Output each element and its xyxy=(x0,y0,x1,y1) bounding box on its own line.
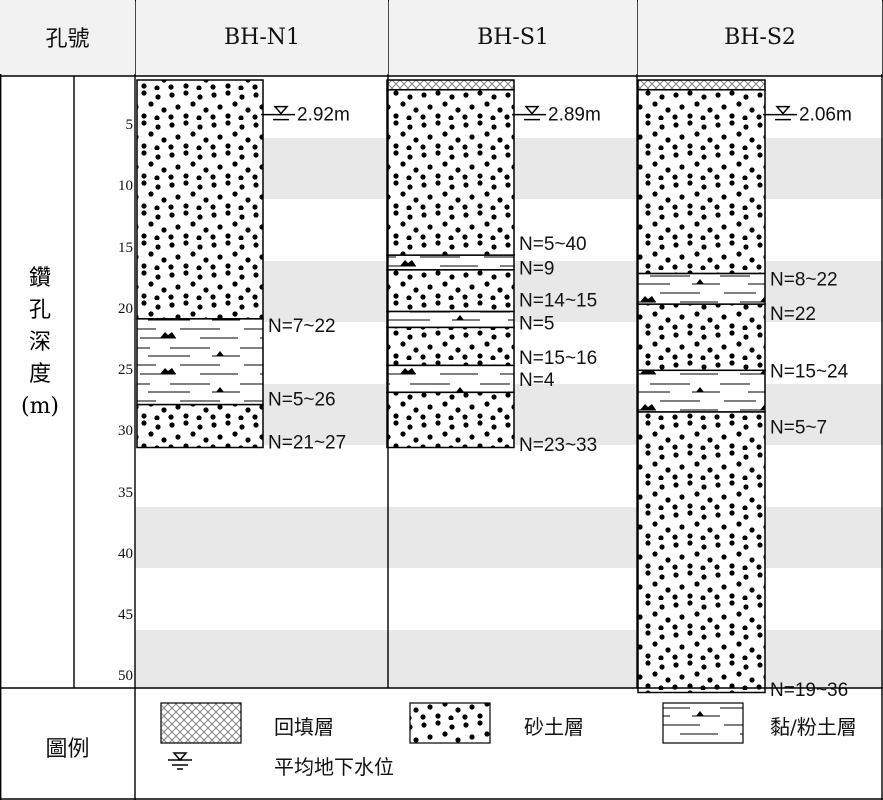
soil-layer-sand xyxy=(637,411,766,694)
depth-tick: 10 xyxy=(118,178,133,194)
water-level-marker: 2.89m xyxy=(512,105,601,126)
spt-n-value-label: N=5~26 xyxy=(268,390,336,411)
water-level-label: 2.89m xyxy=(548,105,601,126)
axis-label-char: 度 xyxy=(28,361,51,387)
legend-clay-swatch xyxy=(662,702,744,744)
spt-n-value-label: N=19~36 xyxy=(770,680,848,701)
soil-layer-clay xyxy=(637,272,766,305)
borehole-column-3: 2.06m N=8~22 N=22 N=15~24 N=5~7 N=19~36 xyxy=(637,79,852,701)
depth-axis-label: 鑽 孔 深 度 (m) xyxy=(15,263,65,422)
spt-n-value-label: N=15~16 xyxy=(519,348,597,369)
spt-n-value-label: N=5~7 xyxy=(770,418,827,439)
depth-tick: 40 xyxy=(118,546,133,562)
legend-sand-swatch xyxy=(409,702,491,744)
depth-tick: 5 xyxy=(125,117,134,133)
spt-n-value-label: N=8~22 xyxy=(770,269,838,290)
spt-n-value-label: N=7~22 xyxy=(268,316,336,337)
water-level-marker: 2.06m xyxy=(763,105,852,126)
spt-n-value-label: N=21~27 xyxy=(268,432,346,453)
header-hole-label: 孔號 xyxy=(0,0,135,74)
soil-layer-sand xyxy=(637,89,766,275)
axis-label-char: 鑽 xyxy=(28,266,51,291)
legend-fill-label: 回填層 xyxy=(274,715,334,739)
spt-n-value-label: N=5 xyxy=(519,314,554,335)
spt-n-value-label: N=5~40 xyxy=(519,234,587,255)
soil-layer-sand xyxy=(386,89,515,256)
legend-title: 圖例 xyxy=(45,737,90,762)
depth-tick: 25 xyxy=(118,362,133,378)
soil-layer-sand xyxy=(386,326,515,367)
soil-layer-sand xyxy=(637,303,766,372)
legend-sand-label: 砂土層 xyxy=(524,715,584,739)
axis-label-char: 深 xyxy=(28,329,51,355)
header-borehole-2: BH-S1 xyxy=(389,0,637,74)
soil-layer-sand xyxy=(386,269,515,313)
water-level-marker: 2.92m xyxy=(261,105,350,126)
legend-water-label: 平均地下水位 xyxy=(274,755,394,779)
soil-layer-fill xyxy=(386,79,515,91)
spt-n-value-label: N=23~33 xyxy=(519,435,597,456)
water-level-label: 2.92m xyxy=(297,105,350,126)
header-borehole-1: BH-N1 xyxy=(136,0,388,74)
soil-layer-clay xyxy=(386,310,515,329)
soil-layer-sand xyxy=(386,391,515,449)
axis-label-char: 孔 xyxy=(28,297,51,323)
water-level-label: 2.06m xyxy=(799,105,852,126)
soil-layer-clay xyxy=(386,364,515,394)
depth-tick: 50 xyxy=(118,668,133,684)
soil-layer-fill xyxy=(637,79,766,91)
axis-label-char: (m) xyxy=(20,393,60,419)
spt-n-value-label: N=4 xyxy=(519,370,555,391)
legend-fill-swatch xyxy=(160,702,242,744)
soil-layer-clay xyxy=(386,254,515,271)
borehole-column-2: 2.89m N=5~40 N=9 N=14~15 N=5 N=15~16N=4 N=23~3… xyxy=(386,79,601,456)
legend-swatches xyxy=(160,702,744,770)
soil-layer-clay xyxy=(136,318,264,406)
depth-tick: 30 xyxy=(118,423,133,439)
depth-tick: 45 xyxy=(118,607,133,623)
soil-layer-clay xyxy=(637,369,766,413)
depth-tick: 35 xyxy=(118,485,133,501)
legend-water-level-icon xyxy=(168,752,192,770)
depth-tick: 20 xyxy=(118,301,133,317)
spt-n-value-label: N=14~15 xyxy=(519,290,597,311)
header-borehole-3: BH-S2 xyxy=(638,0,882,74)
soil-layer-sand xyxy=(136,79,264,320)
borehole-column-1: 2.92m N=7~22 N=5~26 N=21~27 xyxy=(136,79,350,453)
spt-n-value-label: N=9 xyxy=(519,258,554,279)
soil-layer-sand xyxy=(136,403,264,449)
spt-n-value-label: N=15~24 xyxy=(770,361,849,382)
legend-clay-label: 黏/粉土層 xyxy=(770,715,857,739)
spt-n-value-label: N=22 xyxy=(770,304,816,325)
depth-tick: 15 xyxy=(118,240,133,256)
